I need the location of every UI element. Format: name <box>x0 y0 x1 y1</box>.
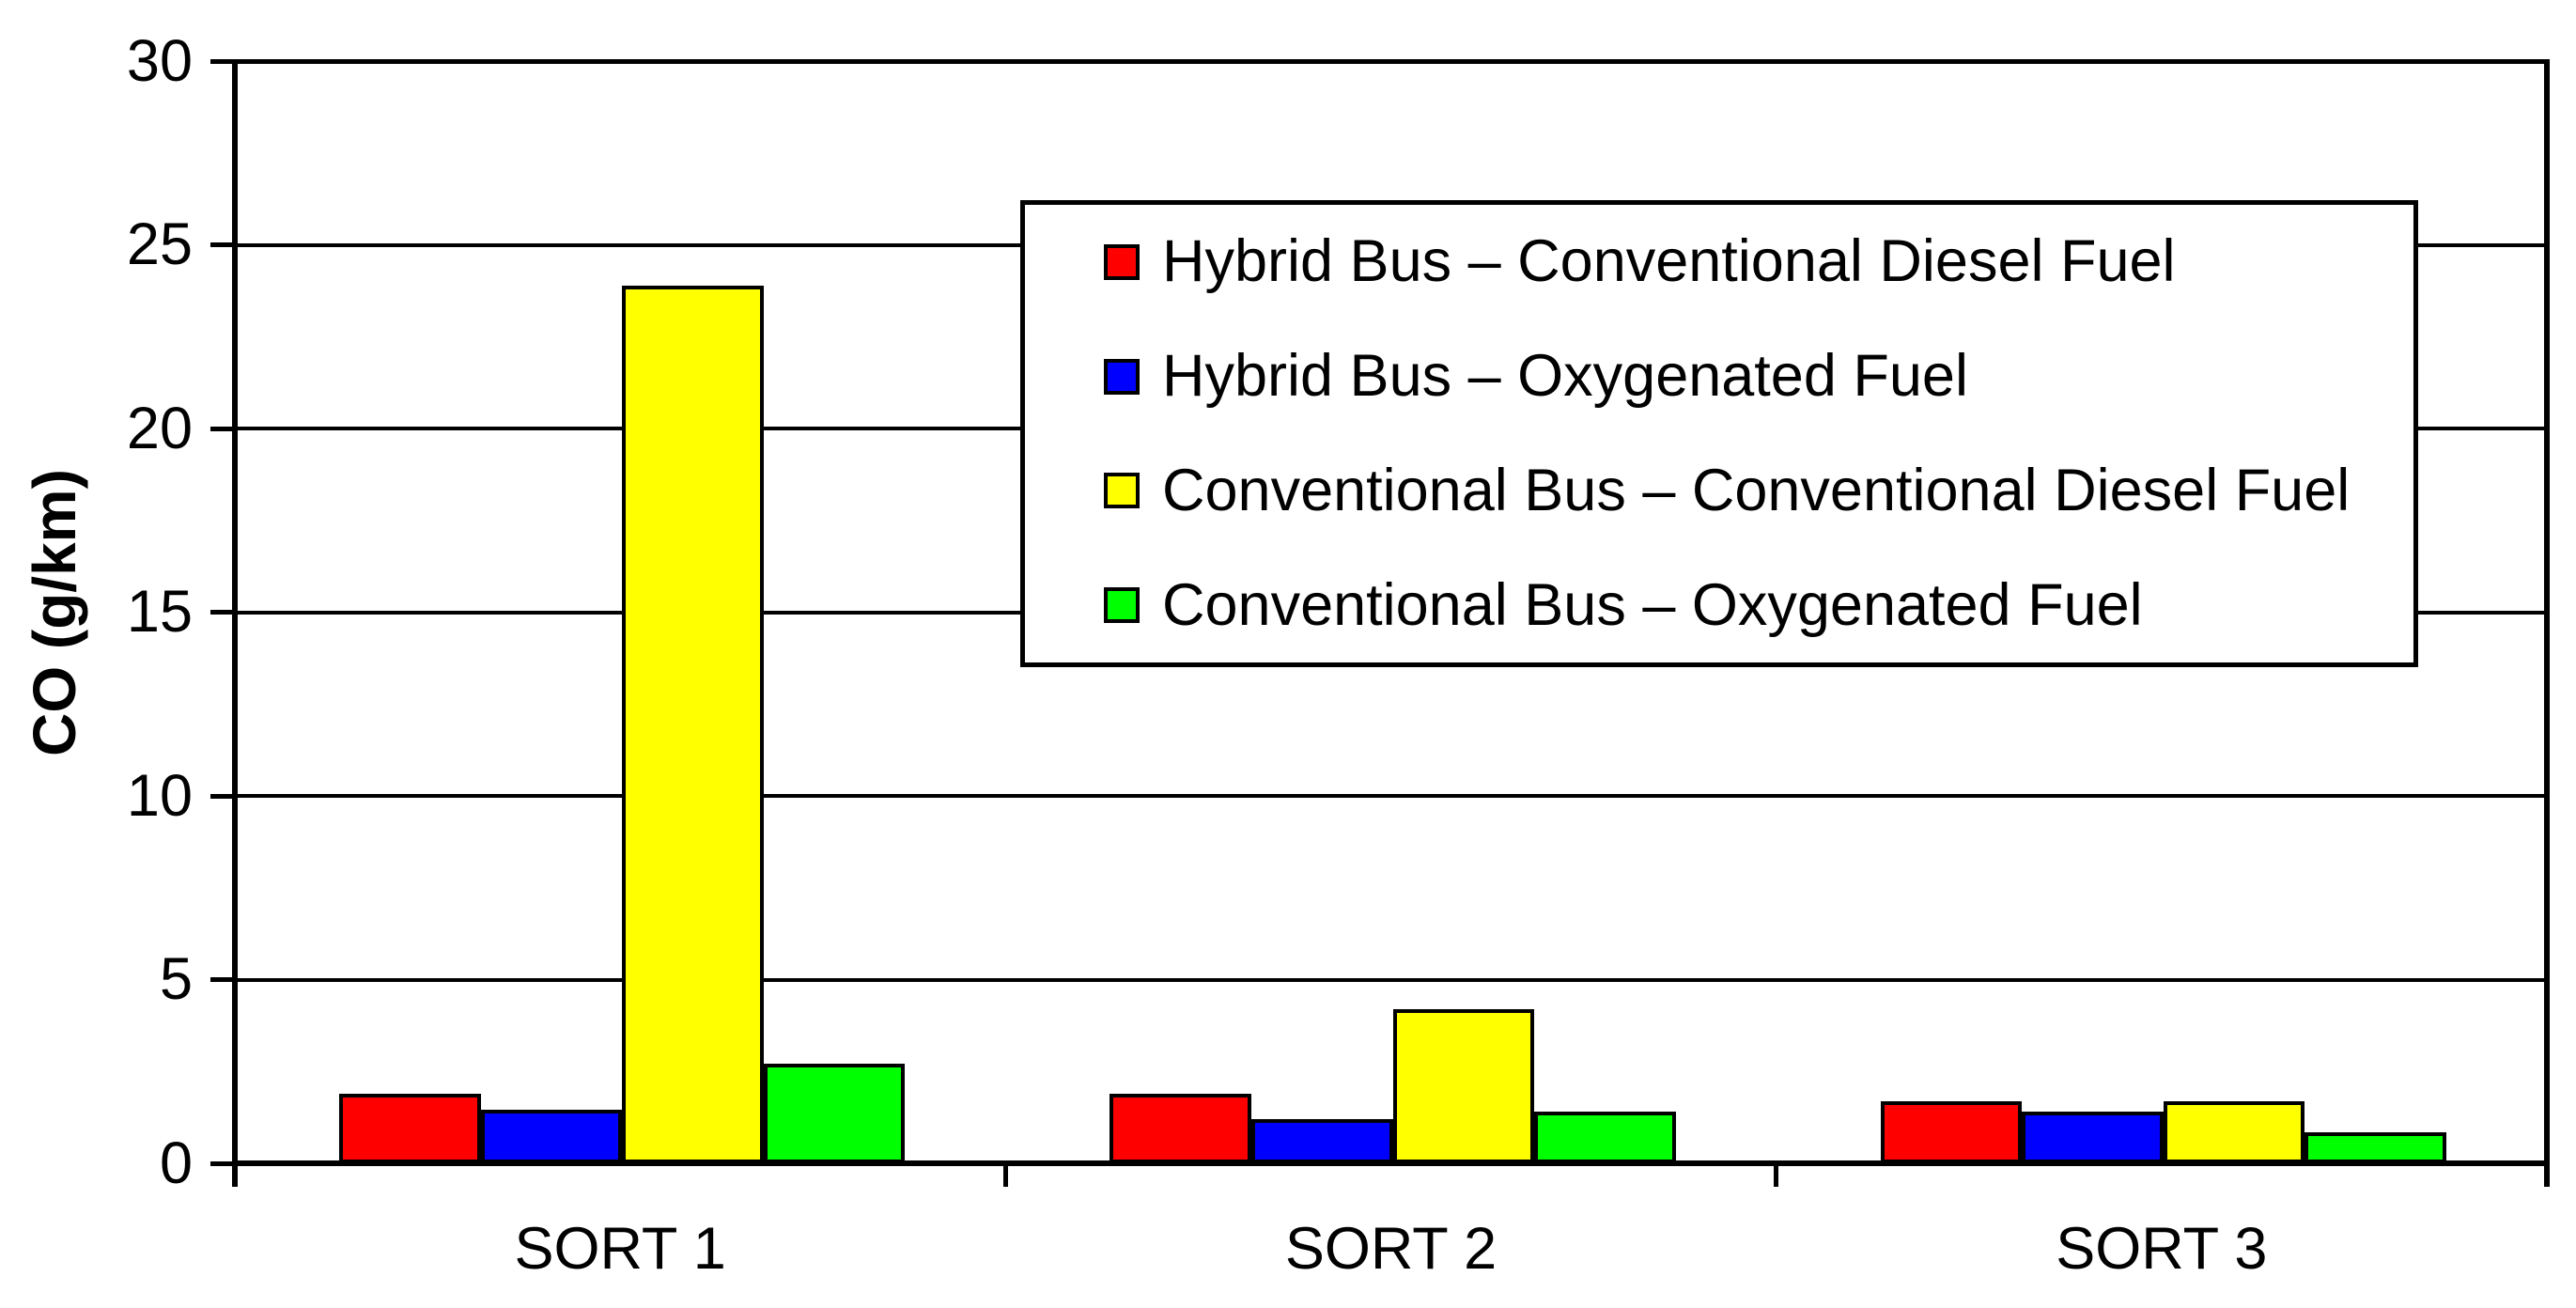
y-tick-label-0: 0 <box>159 1129 193 1196</box>
y-tick-label-10: 10 <box>126 762 193 829</box>
y-tick-label-30: 30 <box>126 27 193 94</box>
y-tick-label-15: 15 <box>126 579 193 645</box>
legend-swatch-3 <box>1104 473 1140 509</box>
y-axis-line <box>232 61 238 1187</box>
legend-item-3: Conventional Bus – Conventional Diesel F… <box>1104 457 2413 523</box>
x-tick-1 <box>1002 1163 1008 1187</box>
legend-item-2: Hybrid Bus – Oxygenated Fuel <box>1104 347 2413 406</box>
bar <box>763 1064 906 1163</box>
legend-label-3: Conventional Bus – Conventional Diesel F… <box>1162 457 2351 523</box>
y-tick-label-25: 25 <box>126 211 193 277</box>
gridline-10 <box>235 794 2547 798</box>
x-axis-line <box>232 1160 2550 1166</box>
legend-label-4: Conventional Bus – Oxygenated Fuel <box>1162 571 2143 638</box>
bar <box>2304 1131 2447 1163</box>
y-tick-label-20: 20 <box>126 395 193 461</box>
bar <box>1534 1112 1676 1163</box>
bar <box>1250 1119 1393 1163</box>
x-category-label-2: SORT 2 <box>1284 1216 1497 1282</box>
bar <box>339 1093 481 1163</box>
bar <box>2163 1100 2305 1163</box>
gridline-5 <box>235 977 2547 982</box>
bar <box>622 285 764 1163</box>
y-tick-25 <box>210 242 235 247</box>
legend-swatch-1 <box>1104 243 1140 280</box>
x-category-label-1: SORT 1 <box>514 1216 726 1282</box>
x-tick-2 <box>1774 1163 1779 1187</box>
x-tick-3 <box>2544 1163 2550 1187</box>
bar <box>1392 1008 1535 1163</box>
y-tick-30 <box>210 58 235 64</box>
bar <box>480 1110 623 1163</box>
bar <box>2022 1112 2164 1163</box>
y-tick-20 <box>210 426 235 431</box>
y-tick-10 <box>210 793 235 799</box>
bar <box>1880 1100 2023 1163</box>
legend-label-1: Hybrid Bus – Conventional Diesel Fuel <box>1162 228 2176 295</box>
legend-label-2: Hybrid Bus – Oxygenated Fuel <box>1162 343 1968 410</box>
x-tick-0 <box>232 1163 238 1187</box>
legend-item-1: Hybrid Bus – Conventional Diesel Fuel <box>1104 232 2413 291</box>
y-tick-5 <box>210 977 235 982</box>
legend-item-4: Conventional Bus – Oxygenated Fuel <box>1104 571 2413 638</box>
y-tick-0 <box>210 1160 235 1166</box>
x-category-label-3: SORT 3 <box>2056 1216 2268 1282</box>
legend-box: Hybrid Bus – Conventional Diesel Fuel Hyb… <box>1020 200 2418 667</box>
plot-top-border <box>235 59 2547 64</box>
legend-swatch-2 <box>1104 358 1140 395</box>
bar <box>1110 1093 1251 1163</box>
legend-swatch-4 <box>1104 587 1140 624</box>
y-tick-15 <box>210 610 235 615</box>
y-tick-label-5: 5 <box>159 946 193 1012</box>
plot-right-border <box>2544 59 2550 1187</box>
